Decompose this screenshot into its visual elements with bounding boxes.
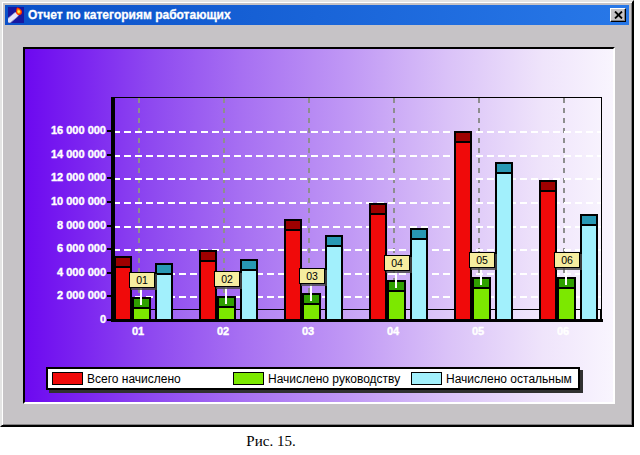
x-axis-label: 04 (378, 325, 408, 337)
legend-label: Начислено остальным (446, 372, 572, 386)
chart-legend: Всего начислено Начислено руководству Начи… (46, 367, 580, 390)
bar-mark-04: 04 (384, 255, 410, 271)
bar-mark-01: 01 (129, 272, 155, 288)
bar-mark-06: 06 (554, 252, 580, 268)
chart-plot-area: 01 02 03 04 05 06 (112, 97, 602, 322)
bar-mark-05: 05 (469, 252, 495, 268)
chart-panel: 01 02 03 04 05 06 0 2 000 000 4 000 000 6 000 00… (23, 47, 615, 404)
y-axis-label: 8 000 000 (36, 219, 106, 231)
legend-swatch (233, 372, 264, 385)
x-axis-label: 03 (293, 325, 323, 337)
bar-06-s0 (539, 180, 557, 321)
bar-06-s2 (580, 214, 598, 321)
bar-04-s2 (410, 228, 428, 321)
x-axis-label: 01 (123, 325, 153, 337)
x-axis-label: 05 (463, 325, 493, 337)
bar-05-s2 (495, 162, 513, 321)
y-axis-label: 10 000 000 (36, 195, 106, 207)
bar-mark-03: 03 (299, 268, 325, 284)
legend-item: Всего начислено (52, 369, 181, 388)
legend-label: Всего начислено (87, 372, 181, 386)
bar-02-s2 (240, 259, 258, 321)
y-axis-label: 4 000 000 (36, 266, 106, 278)
figure-caption: Рис. 15. (226, 433, 316, 450)
y-axis-label: 0 (36, 313, 106, 325)
bar-01-s2 (155, 263, 173, 321)
bar-03-s2 (325, 235, 343, 321)
x-axis-label: 02 (208, 325, 238, 337)
legend-label: Начислено руководству (268, 372, 400, 386)
bar-mark-02: 02 (214, 271, 240, 287)
bar-01-s0 (114, 256, 132, 321)
window-title: Отчет по категориям работающих (28, 8, 231, 22)
y-axis-label: 14 000 000 (36, 148, 106, 160)
y-axis-label: 16 000 000 (36, 124, 106, 136)
title-bar[interactable]: Отчет по категориям работающих (5, 5, 629, 25)
legend-swatch (52, 372, 83, 385)
y-axis-label: 2 000 000 (36, 289, 106, 301)
close-icon (614, 11, 623, 19)
legend-item: Начислено руководству (233, 369, 400, 388)
close-button[interactable] (610, 8, 626, 22)
report-window: Отчет по категориям работающих 010203040… (0, 0, 634, 427)
y-axis-label: 6 000 000 (36, 242, 106, 254)
y-axis-label: 12 000 000 (36, 171, 106, 183)
legend-item: Начислено остальным (411, 369, 572, 388)
legend-swatch (411, 372, 442, 385)
x-axis-label: 06 (548, 325, 578, 337)
torch-icon (8, 7, 24, 23)
bar-05-s0 (454, 131, 472, 321)
